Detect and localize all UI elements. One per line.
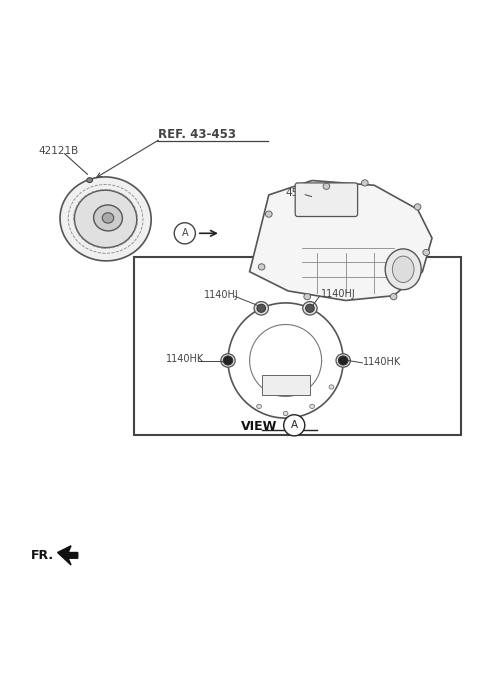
Ellipse shape xyxy=(323,183,330,190)
Text: 1140HJ: 1140HJ xyxy=(204,290,239,300)
Text: A: A xyxy=(181,229,188,238)
Text: 45000A: 45000A xyxy=(286,187,325,197)
Ellipse shape xyxy=(306,304,314,312)
Ellipse shape xyxy=(385,249,421,290)
Ellipse shape xyxy=(414,204,421,210)
Ellipse shape xyxy=(361,180,368,186)
Ellipse shape xyxy=(257,404,262,408)
Text: 1140HJ: 1140HJ xyxy=(321,289,355,299)
Ellipse shape xyxy=(338,356,348,365)
Ellipse shape xyxy=(102,213,114,223)
FancyBboxPatch shape xyxy=(295,183,358,217)
Ellipse shape xyxy=(87,178,93,183)
FancyBboxPatch shape xyxy=(134,257,461,435)
Ellipse shape xyxy=(336,354,350,367)
Ellipse shape xyxy=(329,385,334,389)
Ellipse shape xyxy=(60,177,151,261)
Circle shape xyxy=(284,415,305,436)
Text: A: A xyxy=(291,420,298,430)
Ellipse shape xyxy=(304,293,311,300)
Ellipse shape xyxy=(303,302,317,315)
Ellipse shape xyxy=(221,354,235,367)
Ellipse shape xyxy=(94,205,122,231)
Text: 1140HK: 1140HK xyxy=(363,357,402,367)
Polygon shape xyxy=(250,181,432,300)
Polygon shape xyxy=(58,546,78,565)
Ellipse shape xyxy=(392,256,414,282)
Text: FR.: FR. xyxy=(31,549,54,562)
Ellipse shape xyxy=(74,190,137,247)
Ellipse shape xyxy=(223,356,233,365)
Text: 1140HK: 1140HK xyxy=(166,354,204,364)
FancyBboxPatch shape xyxy=(262,376,310,395)
Ellipse shape xyxy=(254,302,268,315)
Ellipse shape xyxy=(423,250,430,256)
Ellipse shape xyxy=(257,304,265,312)
Ellipse shape xyxy=(283,411,288,415)
Ellipse shape xyxy=(310,404,314,408)
Circle shape xyxy=(174,223,195,244)
Ellipse shape xyxy=(390,293,397,300)
Ellipse shape xyxy=(265,211,272,217)
Text: VIEW: VIEW xyxy=(241,420,277,433)
Text: REF. 43-453: REF. 43-453 xyxy=(158,128,236,141)
Text: 42121B: 42121B xyxy=(38,146,79,155)
Ellipse shape xyxy=(258,263,265,270)
